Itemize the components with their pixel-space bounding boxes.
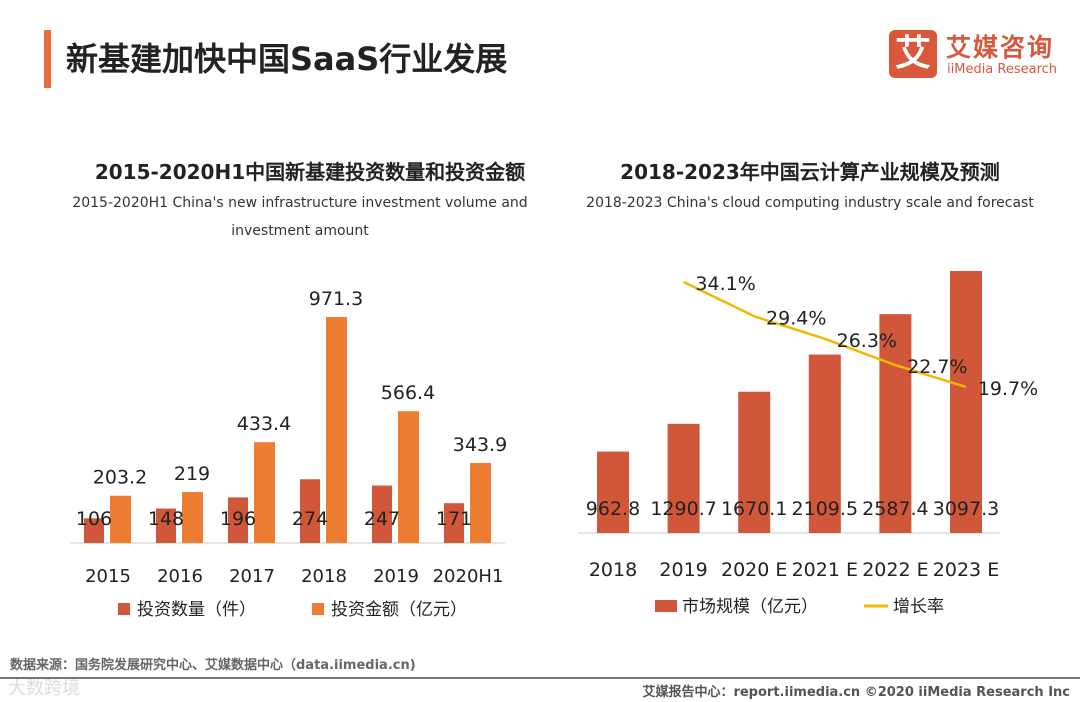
- value-label-growth: 22.7%: [907, 356, 967, 378]
- bar-market-size: [667, 423, 700, 533]
- value-label-count: 196: [220, 508, 256, 530]
- x-tick-label: 2016: [157, 566, 203, 587]
- bar-amount: [470, 462, 491, 543]
- value-label-growth: 34.1%: [695, 273, 755, 295]
- x-tick-label: 2021 E: [792, 559, 858, 581]
- x-tick-label: 2019: [373, 566, 419, 587]
- value-label-market: 3097.3: [933, 498, 999, 520]
- bar-market-size: [808, 354, 841, 533]
- x-tick-label: 2018: [589, 559, 637, 581]
- bar-market-size: [738, 391, 771, 533]
- bar-amount: [182, 492, 203, 543]
- value-label-market: 2109.5: [792, 498, 858, 520]
- legend-label-market: 市场规模（亿元）: [682, 597, 818, 617]
- x-tick-label: 2017: [229, 566, 275, 587]
- x-tick-label: 2022 E: [862, 559, 928, 581]
- value-label-market: 962.8: [586, 498, 640, 520]
- value-label-count: 148: [148, 508, 184, 530]
- footer-divider: [0, 677, 1080, 679]
- value-label-market: 2587.4: [862, 498, 928, 520]
- value-label-count: 247: [364, 508, 400, 530]
- left-chart-title: 2015-2020H1中国新基建投资数量和投资金额: [94, 160, 526, 184]
- value-label-market: 1290.7: [650, 498, 716, 520]
- logo-text-cn: 艾媒咨询: [946, 33, 1055, 62]
- data-source: 数据来源：国务院发展研究中心、艾媒数据中心（data.iimedia.cn): [10, 658, 416, 673]
- x-tick-label: 2020H1: [433, 566, 504, 587]
- value-label-count: 106: [76, 508, 112, 530]
- bar-count: [228, 497, 248, 543]
- legend-label-amount: 投资金额（亿元）: [331, 600, 467, 620]
- legend-label-count: 投资数量（件）: [137, 600, 256, 620]
- right-chart-title: 2018-2023年中国云计算产业规模及预测: [620, 160, 1000, 184]
- bar-amount: [110, 495, 131, 543]
- x-tick-label: 2019: [659, 559, 707, 581]
- bar-market-size: [950, 271, 982, 533]
- x-tick-label: 2023 E: [933, 559, 999, 581]
- bar-count: [156, 508, 176, 543]
- x-tick-label: 2018: [301, 566, 347, 587]
- bar-market-size: [597, 451, 629, 533]
- value-label-growth: 19.7%: [978, 378, 1038, 400]
- value-label-amount: 971.3: [309, 288, 363, 310]
- bar-count: [300, 479, 320, 543]
- legend-swatch-amount: [312, 603, 324, 615]
- bar-amount: [254, 442, 275, 543]
- logo-text-en: iiMedia Research: [947, 62, 1058, 77]
- legend-label-growth: 增长率: [893, 597, 944, 617]
- page-title: 新基建加快中国SaaS行业发展: [66, 40, 508, 78]
- value-label-growth: 29.4%: [766, 307, 826, 329]
- value-label-amount: 566.4: [381, 382, 435, 404]
- value-label-growth: 26.3%: [837, 330, 897, 352]
- watermark: 大数跨境: [8, 678, 80, 699]
- value-label-amount: 343.9: [453, 434, 507, 456]
- bar-amount: [326, 317, 347, 543]
- value-label-count: 274: [292, 508, 328, 530]
- logo-icon: 艾: [889, 30, 937, 78]
- value-label-count: 171: [436, 508, 472, 530]
- legend-swatch-market: [655, 600, 677, 612]
- bar-count: [84, 518, 104, 543]
- bar-count: [372, 485, 392, 543]
- bar-amount: [398, 411, 419, 543]
- bar-count: [444, 503, 464, 543]
- growth-rate-line: [683, 280, 967, 389]
- bar-market-size: [879, 314, 912, 533]
- value-label-amount: 433.4: [237, 413, 291, 435]
- footer-credit: 艾媒报告中心：report.iimedia.cn ©2020 iiMedia R…: [642, 685, 1070, 700]
- legend-swatch-count: [118, 603, 130, 615]
- title-accent-bar: [44, 30, 51, 88]
- value-label-amount: 203.2: [93, 467, 147, 489]
- x-tick-label: 2015: [85, 566, 131, 587]
- left-chart-subtitle: 2015-2020H1 China's new infrastructure i…: [72, 195, 528, 239]
- right-chart-subtitle: 2018-2023 China's cloud computing indust…: [586, 195, 1034, 211]
- value-label-market: 1670.1: [721, 498, 787, 520]
- value-label-amount: 219: [174, 463, 210, 485]
- x-tick-label: 2020 E: [721, 559, 787, 581]
